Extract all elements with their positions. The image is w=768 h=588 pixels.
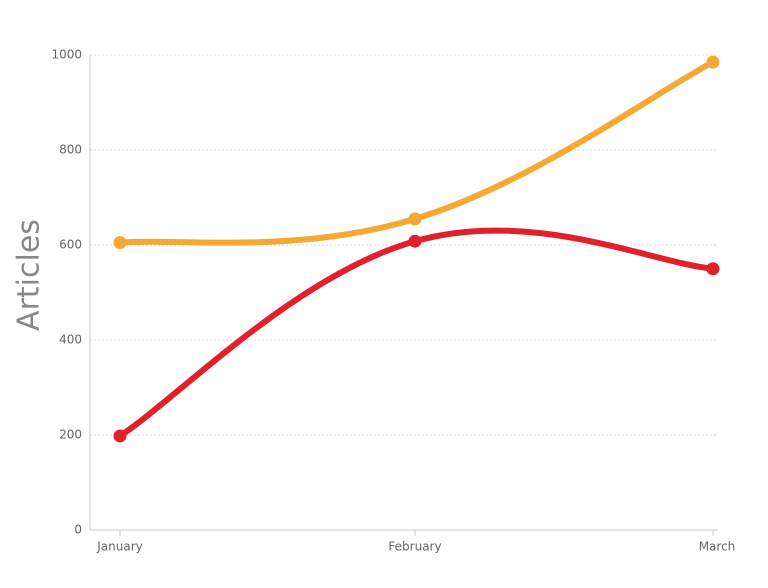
y-tick-label: 200 bbox=[59, 428, 82, 442]
x-tick-label: March bbox=[699, 540, 736, 554]
y-tick-label: 800 bbox=[59, 143, 82, 157]
data-point bbox=[408, 234, 422, 248]
data-point bbox=[706, 262, 720, 276]
data-point bbox=[113, 429, 127, 443]
y-tick-label: 1000 bbox=[51, 48, 82, 62]
x-tick-label: January bbox=[96, 540, 143, 554]
y-axis-label: Articles bbox=[12, 219, 47, 331]
data-point bbox=[113, 236, 127, 250]
y-tick-label: 400 bbox=[59, 333, 82, 347]
series-line bbox=[117, 227, 716, 439]
x-tick-label: February bbox=[388, 540, 441, 554]
data-point bbox=[408, 212, 422, 226]
data-point bbox=[706, 55, 720, 69]
y-tick-label: 0 bbox=[74, 523, 82, 537]
y-tick-label: 600 bbox=[59, 238, 82, 252]
